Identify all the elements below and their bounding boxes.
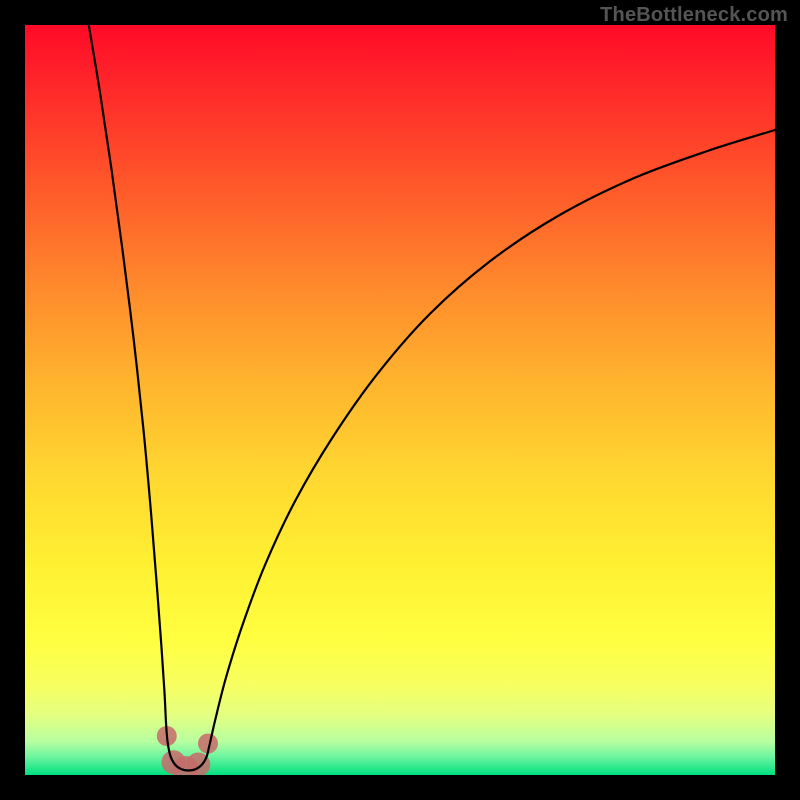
plot-area bbox=[25, 25, 775, 775]
bottleneck-curve bbox=[25, 25, 775, 775]
curve-path bbox=[89, 25, 775, 771]
watermark-text: TheBottleneck.com bbox=[600, 4, 788, 27]
chart-frame: TheBottleneck.com bbox=[0, 0, 800, 800]
